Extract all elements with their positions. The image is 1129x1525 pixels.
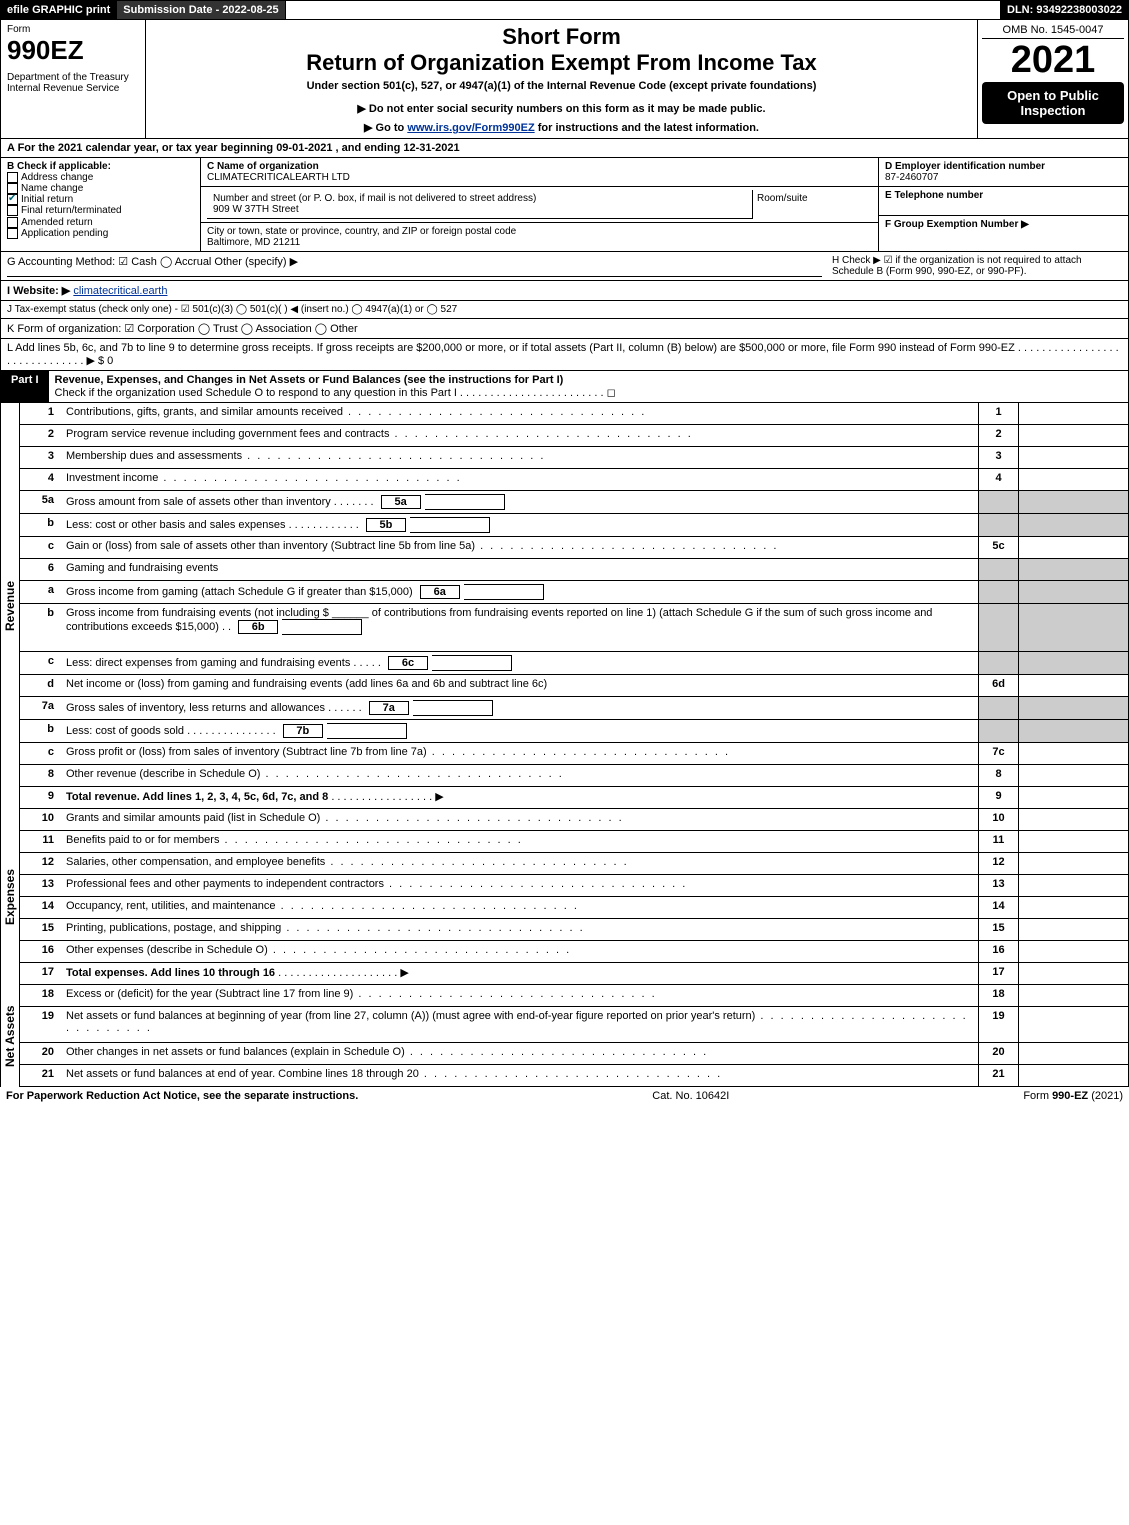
f-group: F Group Exemption Number ▶ — [879, 216, 1128, 233]
line-14: Occupancy, rent, utilities, and maintena… — [60, 897, 978, 918]
b-label: B Check if applicable: — [7, 161, 194, 172]
open-inspection: Open to Public Inspection — [982, 82, 1124, 124]
form-header: Form 990EZ Department of the Treasury In… — [0, 20, 1129, 139]
line-7b: Less: cost of goods sold . . . . . . . .… — [60, 720, 978, 742]
info-grid: B Check if applicable: Address change Na… — [0, 158, 1129, 252]
chk-amended[interactable]: Amended return — [7, 217, 194, 228]
header-center: Short Form Return of Organization Exempt… — [146, 20, 978, 138]
omb-number: OMB No. 1545-0047 — [982, 24, 1124, 39]
chk-name[interactable]: Name change — [7, 183, 194, 194]
footer-mid: Cat. No. 10642I — [652, 1090, 729, 1102]
line-16: Other expenses (describe in Schedule O) — [60, 941, 978, 962]
line-20: Other changes in net assets or fund bala… — [60, 1043, 978, 1064]
revenue-vlabel: Revenue — [0, 403, 19, 809]
footer-right: Form 990-EZ (2021) — [1023, 1090, 1123, 1102]
part-i-title: Revenue, Expenses, and Changes in Net As… — [55, 374, 564, 386]
line-11: Benefits paid to or for members — [60, 831, 978, 852]
expenses-vlabel: Expenses — [0, 809, 19, 985]
org-street: 909 W 37TH Street — [213, 204, 299, 215]
line-17: Total expenses. Add lines 10 through 16 … — [60, 963, 978, 984]
line-g: G Accounting Method: ☑ Cash ◯ Accrual Ot… — [7, 255, 822, 277]
c-name: C Name of organization CLIMATECRITICALEA… — [201, 158, 878, 187]
org-name: CLIMATECRITICALEARTH LTD — [207, 172, 350, 183]
section-c: C Name of organization CLIMATECRITICALEA… — [201, 158, 878, 251]
c-city: City or town, state or province, country… — [201, 223, 878, 251]
part-i-check: Check if the organization used Schedule … — [55, 387, 616, 399]
main-title: Return of Organization Exempt From Incom… — [150, 50, 973, 76]
chk-initial[interactable]: Initial return — [7, 194, 194, 205]
line-15: Printing, publications, postage, and shi… — [60, 919, 978, 940]
subtitle: Under section 501(c), 527, or 4947(a)(1)… — [150, 80, 973, 92]
warning-ssn: ▶ Do not enter social security numbers o… — [150, 102, 973, 115]
line-5b: Less: cost or other basis and sales expe… — [60, 514, 978, 536]
warning-link: ▶ Go to www.irs.gov/Form990EZ for instru… — [150, 121, 973, 134]
line-19: Net assets or fund balances at beginning… — [60, 1007, 978, 1042]
website-link[interactable]: climatecritical.earth — [73, 285, 167, 297]
line-j: J Tax-exempt status (check only one) - ☑… — [0, 301, 1129, 319]
line-21: Net assets or fund balances at end of ye… — [60, 1065, 978, 1086]
chk-pending[interactable]: Application pending — [7, 228, 194, 239]
line-10: Grants and similar amounts paid (list in… — [60, 809, 978, 830]
room-suite: Room/suite — [752, 190, 872, 219]
form-word: Form — [7, 24, 139, 35]
d-ein: D Employer identification number 87-2460… — [879, 158, 1128, 187]
part-i-header: Part I Revenue, Expenses, and Changes in… — [0, 371, 1129, 403]
line-2: Program service revenue including govern… — [60, 425, 978, 446]
line-6a: Gross income from gaming (attach Schedul… — [60, 581, 978, 603]
dept-treasury: Department of the Treasury Internal Reve… — [7, 72, 139, 94]
section-b: B Check if applicable: Address change Na… — [1, 158, 201, 251]
line-18: Excess or (deficit) for the year (Subtra… — [60, 985, 978, 1006]
part-i-label: Part I — [1, 371, 49, 402]
line-8: Other revenue (describe in Schedule O) — [60, 765, 978, 786]
dln: DLN: 93492238003022 — [1001, 1, 1128, 19]
org-city: Baltimore, MD 21211 — [207, 237, 300, 248]
line-5a: Gross amount from sale of assets other t… — [60, 491, 978, 513]
line-4: Investment income — [60, 469, 978, 490]
header-left: Form 990EZ Department of the Treasury In… — [1, 20, 146, 138]
page-footer: For Paperwork Reduction Act Notice, see … — [0, 1087, 1129, 1105]
line-i: I Website: ▶ climatecritical.earth — [0, 281, 1129, 301]
efile-print[interactable]: efile GRAPHIC print — [1, 1, 117, 19]
e-phone: E Telephone number — [879, 187, 1128, 216]
line-13: Professional fees and other payments to … — [60, 875, 978, 896]
expenses-block: Expenses 10Grants and similar amounts pa… — [0, 809, 1129, 985]
ein-value: 87-2460707 — [885, 172, 938, 183]
line-6b: Gross income from fundraising events (no… — [60, 604, 978, 651]
line-5c: Gain or (loss) from sale of assets other… — [60, 537, 978, 558]
header-right: OMB No. 1545-0047 2021 Open to Public In… — [978, 20, 1128, 138]
section-d-e-f: D Employer identification number 87-2460… — [878, 158, 1128, 251]
line-h: H Check ▶ ☑ if the organization is not r… — [822, 255, 1122, 277]
tax-year: 2021 — [982, 39, 1124, 82]
line-6d: Net income or (loss) from gaming and fun… — [60, 675, 978, 696]
submission-date: Submission Date - 2022-08-25 — [117, 1, 285, 19]
netassets-vlabel: Net Assets — [0, 985, 19, 1087]
c-street-row: Number and street (or P. O. box, if mail… — [201, 187, 878, 223]
line-6c: Less: direct expenses from gaming and fu… — [60, 652, 978, 674]
line-7c: Gross profit or (loss) from sales of inv… — [60, 743, 978, 764]
chk-address[interactable]: Address change — [7, 172, 194, 183]
line-12: Salaries, other compensation, and employ… — [60, 853, 978, 874]
footer-left: For Paperwork Reduction Act Notice, see … — [6, 1090, 358, 1102]
line-l: L Add lines 5b, 6c, and 7b to line 9 to … — [0, 339, 1129, 371]
form-number: 990EZ — [7, 35, 139, 66]
line-9: Total revenue. Add lines 1, 2, 3, 4, 5c,… — [60, 787, 978, 808]
line-k: K Form of organization: ☑ Corporation ◯ … — [0, 319, 1129, 339]
part-i-body: Revenue, Expenses, and Changes in Net As… — [49, 371, 1128, 402]
line-7a: Gross sales of inventory, less returns a… — [60, 697, 978, 719]
line-a: A For the 2021 calendar year, or tax yea… — [0, 139, 1129, 158]
row-g-h: G Accounting Method: ☑ Cash ◯ Accrual Ot… — [0, 252, 1129, 281]
line-3: Membership dues and assessments — [60, 447, 978, 468]
chk-final[interactable]: Final return/terminated — [7, 205, 194, 216]
line-1: Contributions, gifts, grants, and simila… — [60, 403, 978, 424]
spacer — [286, 1, 1001, 19]
line-6: Gaming and fundraising events — [60, 559, 978, 580]
netassets-block: Net Assets 18Excess or (deficit) for the… — [0, 985, 1129, 1087]
top-bar: efile GRAPHIC print Submission Date - 20… — [0, 0, 1129, 20]
short-form-title: Short Form — [150, 24, 973, 50]
irs-link[interactable]: www.irs.gov/Form990EZ — [407, 122, 534, 134]
revenue-block: Revenue 1Contributions, gifts, grants, a… — [0, 403, 1129, 809]
